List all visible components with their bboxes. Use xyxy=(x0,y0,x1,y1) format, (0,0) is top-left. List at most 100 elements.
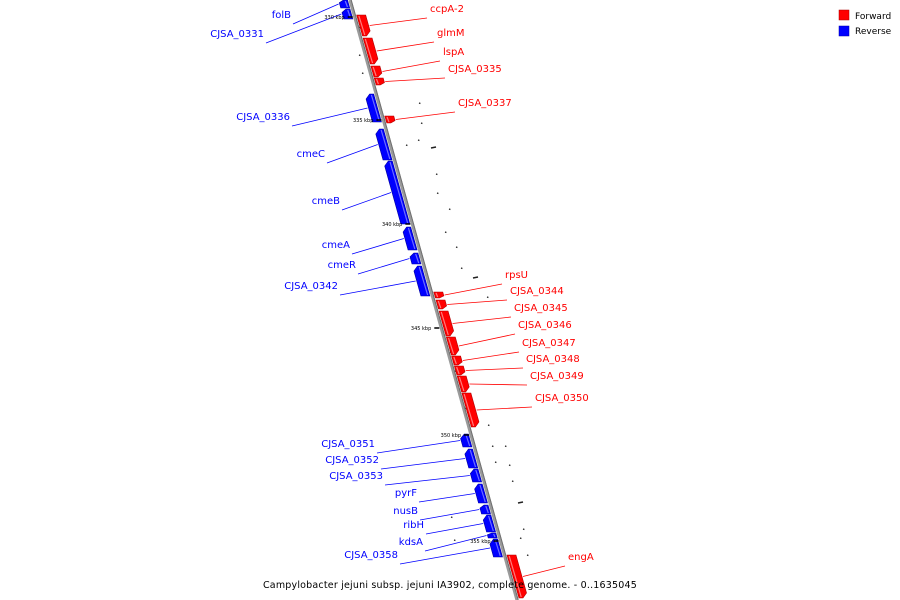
gene-body[interactable] xyxy=(373,77,385,86)
feature-dash xyxy=(436,192,439,195)
gene-label[interactable]: pyrF xyxy=(395,488,417,499)
gene-body[interactable] xyxy=(433,291,445,299)
gene-leader-line xyxy=(339,280,416,296)
gene-highlight xyxy=(485,505,489,514)
gene-label[interactable]: CJSA_0349 xyxy=(530,371,584,382)
gene-label[interactable]: CJSA_0345 xyxy=(514,303,568,314)
feature-dash xyxy=(511,480,514,483)
reverse-gene-15[interactable]: CJSA_0358 xyxy=(344,538,503,565)
gene-leader-line xyxy=(424,535,487,552)
gene-highlight xyxy=(407,227,416,250)
legend-forward-label: Forward xyxy=(855,12,891,22)
gene-body[interactable] xyxy=(486,532,498,539)
gene-label[interactable]: cmeR xyxy=(328,260,356,271)
gene-label[interactable]: CJSA_0353 xyxy=(329,471,383,482)
gene-label[interactable]: CJSA_0335 xyxy=(448,64,502,75)
gene-body[interactable] xyxy=(338,0,351,9)
feature-dash xyxy=(526,554,529,557)
feature-dash xyxy=(435,173,438,176)
gene-label[interactable]: cmeC xyxy=(297,149,325,160)
gene-label[interactable]: CJSA_0336 xyxy=(236,112,290,123)
gene-highlight xyxy=(456,366,460,375)
forward-gene-3[interactable]: CJSA_0335 xyxy=(373,64,502,86)
feature-dash xyxy=(487,424,490,427)
feature-dash xyxy=(491,445,494,448)
forward-gene-4[interactable]: CJSA_0337 xyxy=(384,98,512,124)
gene-label[interactable]: CJSA_0350 xyxy=(535,393,589,404)
genome-caption: Campylobacter jejuni subsp. jejuni IA390… xyxy=(263,580,637,591)
gene-label[interactable]: engA xyxy=(568,552,594,563)
gene-body[interactable] xyxy=(453,365,466,376)
gene-label[interactable]: ccpA-2 xyxy=(430,4,464,15)
reverse-gene-13[interactable]: ribH xyxy=(403,514,496,535)
gene-leader-line xyxy=(341,192,392,211)
gene-highlight xyxy=(415,253,420,264)
forward-gene-13[interactable]: engA xyxy=(506,552,594,599)
gene-leader-line xyxy=(447,299,508,305)
gene-leader-line xyxy=(292,3,339,25)
gene-body[interactable] xyxy=(384,115,396,124)
gene-highlight xyxy=(370,94,380,122)
gene-highlight xyxy=(375,78,379,85)
gene-label[interactable]: CJSA_0358 xyxy=(344,550,398,561)
gene-body[interactable] xyxy=(479,504,491,515)
feature-dash xyxy=(418,102,421,105)
gene-leader-line xyxy=(265,13,342,44)
reverse-gene-10[interactable]: CJSA_0353 xyxy=(329,468,483,486)
reverse-gene-6[interactable]: cmeR xyxy=(328,252,422,275)
gene-label[interactable]: nusB xyxy=(393,506,418,517)
reverse-gene-12[interactable]: nusB xyxy=(393,504,491,521)
gene-label[interactable]: rpsU xyxy=(505,270,528,281)
reverse-gene-3[interactable]: cmeC xyxy=(297,128,393,164)
forward-gene-2[interactable]: lspA xyxy=(370,47,464,78)
gene-label[interactable]: CJSA_0348 xyxy=(526,354,580,365)
gene-label[interactable]: lspA xyxy=(443,47,464,58)
gene-label[interactable]: CJSA_0347 xyxy=(522,338,576,349)
forward-gene-11[interactable]: CJSA_0349 xyxy=(456,371,584,393)
gene-label[interactable]: glmM xyxy=(437,28,465,39)
feature-dash xyxy=(448,208,451,211)
reverse-gene-14[interactable]: kdsA xyxy=(399,532,498,552)
forward-gene-7[interactable]: CJSA_0345 xyxy=(438,303,568,337)
gene-label[interactable]: CJSA_0342 xyxy=(284,281,338,292)
gene-body[interactable] xyxy=(435,299,447,310)
forward-gene-5[interactable]: rpsU xyxy=(433,270,528,299)
forward-gene-1[interactable]: glmM xyxy=(362,28,465,65)
gene-highlight xyxy=(508,555,522,598)
forward-gene-9[interactable]: CJSA_0347 xyxy=(451,338,576,366)
gene-label[interactable]: CJSA_0346 xyxy=(518,320,572,331)
gene-leader-line xyxy=(376,440,461,454)
reverse-gene-1[interactable]: CJSA_0331 xyxy=(210,8,354,44)
feature-dash xyxy=(519,537,522,540)
gene-label[interactable]: folB xyxy=(272,10,291,21)
reverse-gene-2[interactable]: CJSA_0336 xyxy=(236,93,382,127)
feature-dash xyxy=(420,122,423,125)
gene-highlight xyxy=(386,116,390,123)
reverse-gene-8[interactable]: CJSA_0351 xyxy=(321,433,473,454)
reverse-gene-7[interactable]: CJSA_0342 xyxy=(284,265,431,297)
feature-dash xyxy=(358,54,361,57)
gene-leader-line xyxy=(385,77,446,82)
forward-gene-6[interactable]: CJSA_0344 xyxy=(435,286,564,310)
gene-body[interactable] xyxy=(451,355,463,366)
gene-label[interactable]: cmeB xyxy=(312,196,340,207)
gene-label[interactable]: CJSA_0351 xyxy=(321,439,375,450)
forward-gene-12[interactable]: CJSA_0350 xyxy=(461,392,589,428)
forward-gene-10[interactable]: CJSA_0348 xyxy=(453,354,580,376)
reverse-gene-11[interactable]: pyrF xyxy=(395,483,488,504)
reverse-gene-5[interactable]: cmeA xyxy=(322,226,418,255)
gene-label[interactable]: CJSA_0331 xyxy=(210,29,264,40)
reverse-gene-0[interactable]: folB xyxy=(272,0,351,25)
gene-label[interactable]: ribH xyxy=(403,520,424,531)
reverse-gene-9[interactable]: CJSA_0352 xyxy=(325,448,479,470)
forward-gene-8[interactable]: CJSA_0346 xyxy=(445,320,572,356)
gene-label[interactable]: CJSA_0337 xyxy=(458,98,512,109)
gene-highlight xyxy=(440,311,449,336)
gene-label[interactable]: cmeA xyxy=(322,240,350,251)
gene-label[interactable]: CJSA_0344 xyxy=(510,286,564,297)
reverse-gene-4[interactable]: cmeB xyxy=(312,160,411,225)
gene-label[interactable]: CJSA_0352 xyxy=(325,455,379,466)
forward-gene-0[interactable]: ccpA-2 xyxy=(356,4,464,37)
gene-label[interactable]: kdsA xyxy=(399,537,423,548)
genes-layer: ccpA-2 glmM lspA CJSA_0335 CJSA_0337 rpsU CJSA… xyxy=(210,0,594,599)
